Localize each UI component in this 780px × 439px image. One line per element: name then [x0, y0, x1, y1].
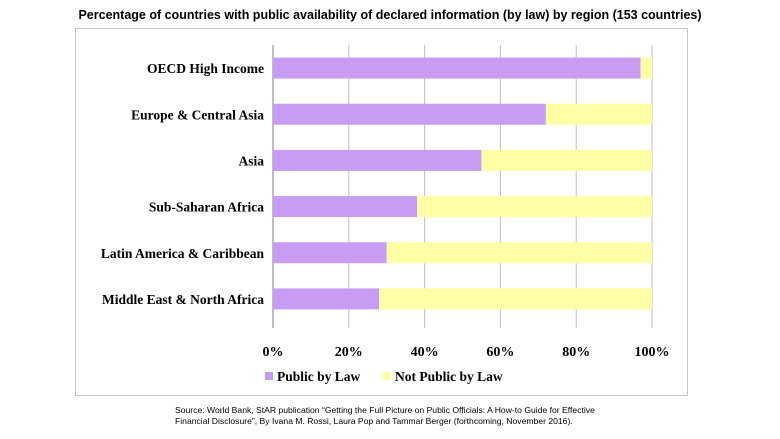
bar-public: [273, 288, 380, 310]
category-label: Asia: [238, 153, 264, 168]
bar-public: [273, 57, 641, 79]
legend-label: Public by Law: [277, 369, 361, 384]
bars-group: [273, 57, 652, 310]
chart-frame: [75, 28, 688, 396]
x-tick-label: 60%: [486, 345, 514, 360]
x-tick-label: 0%: [263, 345, 284, 360]
bar-not-public: [481, 149, 652, 171]
bar-public: [273, 149, 482, 171]
bar-public: [273, 103, 546, 125]
source-note: Source: World Bank, StAR publication “Ge…: [175, 405, 695, 426]
gridlines: [272, 45, 653, 328]
legend-label: Not Public by Law: [395, 369, 503, 384]
category-label: OECD High Income: [147, 61, 264, 76]
x-tick-label: 100%: [635, 345, 670, 360]
chart-title: Percentage of countries with public avai…: [78, 8, 702, 22]
bar-not-public: [640, 57, 652, 79]
x-axis-tick-labels: 0% 20% 40% 60% 80% 100%: [263, 345, 670, 360]
bar-not-public: [386, 242, 652, 264]
bar-public: [273, 196, 418, 218]
source-line-1: Source: World Bank, StAR publication “Ge…: [175, 405, 595, 415]
bar-public: [273, 242, 387, 264]
bar-not-public: [545, 103, 652, 125]
legend-swatch: [383, 372, 391, 380]
x-tick-label: 20%: [335, 345, 363, 360]
legend-swatch: [265, 372, 273, 380]
category-label: Sub-Saharan Africa: [149, 200, 264, 215]
x-tick-label: 80%: [562, 345, 590, 360]
category-label: Middle East & North Africa: [102, 292, 264, 307]
category-labels: OECD High Income Europe & Central Asia Asi…: [101, 61, 265, 307]
bar-not-public: [379, 288, 652, 310]
x-tick-label: 40%: [411, 345, 439, 360]
category-label: Europe & Central Asia: [131, 107, 264, 122]
category-label: Latin America & Caribbean: [101, 246, 265, 261]
bar-not-public: [417, 196, 652, 218]
source-line-2: Financial Disclosure”, By Ivana M. Rossi…: [175, 415, 573, 426]
legend: Public by Law Not Public by Law: [265, 369, 503, 384]
